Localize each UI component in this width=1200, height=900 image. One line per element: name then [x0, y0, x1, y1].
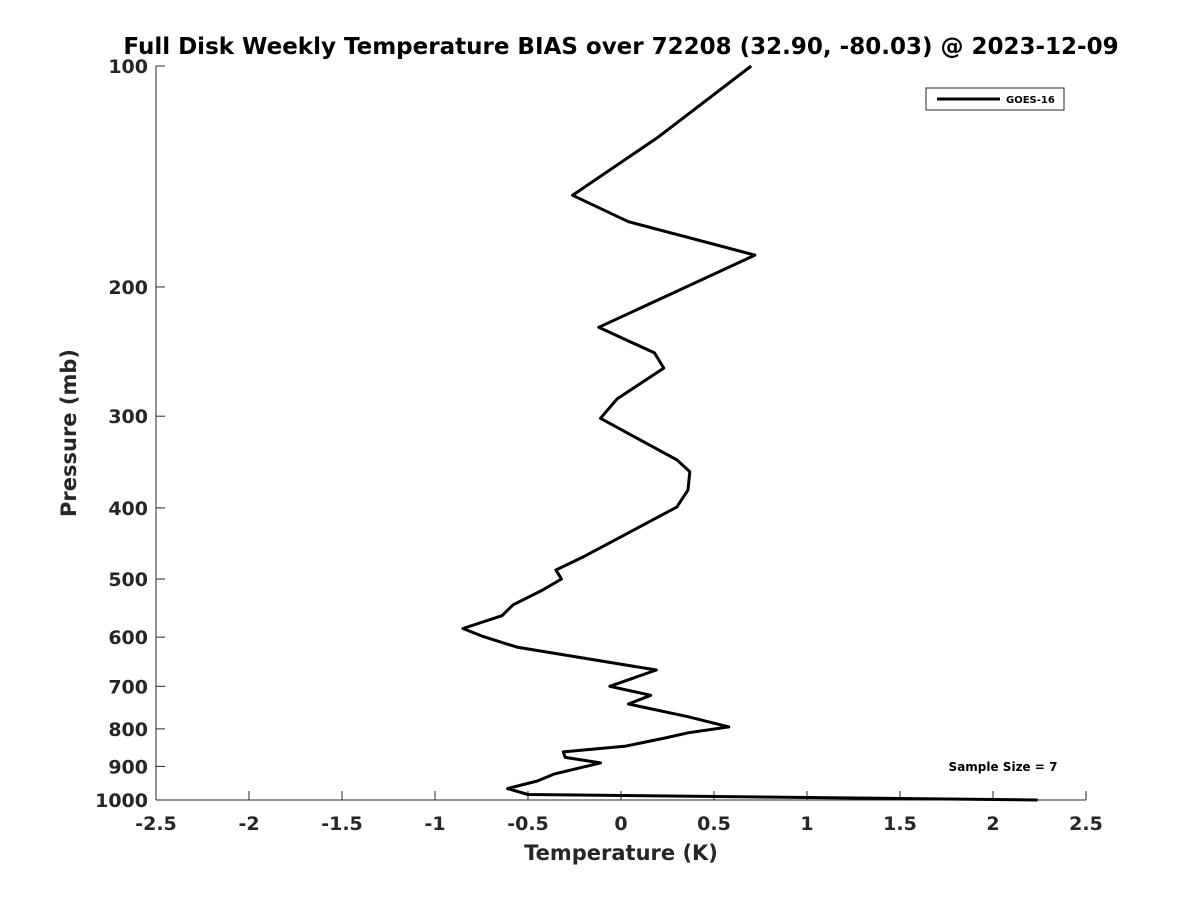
- x-axis-label: Temperature (K): [524, 841, 718, 865]
- x-tick-label: -1.5: [321, 813, 363, 835]
- x-tick-label: 0: [614, 813, 627, 835]
- y-tick-label: 100: [108, 56, 148, 78]
- y-tick-label: 200: [108, 277, 148, 299]
- x-tick-label: 1: [800, 813, 813, 835]
- y-axis-label: Pressure (mb): [57, 349, 81, 517]
- x-tick-label: -0.5: [507, 813, 549, 835]
- series-line-goes-16: [461, 64, 1038, 802]
- y-tick-label: 900: [108, 756, 148, 778]
- series-layer: [461, 64, 1038, 802]
- chart-title: Full Disk Weekly Temperature BIAS over 7…: [123, 34, 1118, 60]
- x-tick-label: 0.5: [697, 813, 731, 835]
- legend-label-goes-16: GOES-16: [1006, 95, 1055, 106]
- x-tick-label: -2: [238, 813, 259, 835]
- y-tick-label: 1000: [95, 790, 148, 812]
- y-tick-label: 800: [108, 719, 148, 741]
- sample-size-annotation: Sample Size = 7: [949, 760, 1058, 774]
- x-tick-label: 2: [986, 813, 999, 835]
- y-tick-label: 300: [108, 406, 148, 428]
- x-tick-label: -1: [424, 813, 445, 835]
- y-tick-label: 400: [108, 498, 148, 520]
- y-tick-label: 600: [108, 627, 148, 649]
- y-ticks: 100 200 300 400 500 600 700 800 900 1000: [95, 56, 165, 812]
- x-tick-label: 1.5: [883, 813, 917, 835]
- y-tick-label: 700: [108, 676, 148, 698]
- legend: GOES-16: [925, 87, 1065, 111]
- x-tick-label: -2.5: [135, 813, 177, 835]
- x-ticks: -2.5 -2 -1.5 -1 -0.5 0 0.5 1 1.5 2 2.5: [135, 791, 1103, 835]
- x-tick-label: 2.5: [1069, 813, 1103, 835]
- y-tick-label: 500: [108, 569, 148, 591]
